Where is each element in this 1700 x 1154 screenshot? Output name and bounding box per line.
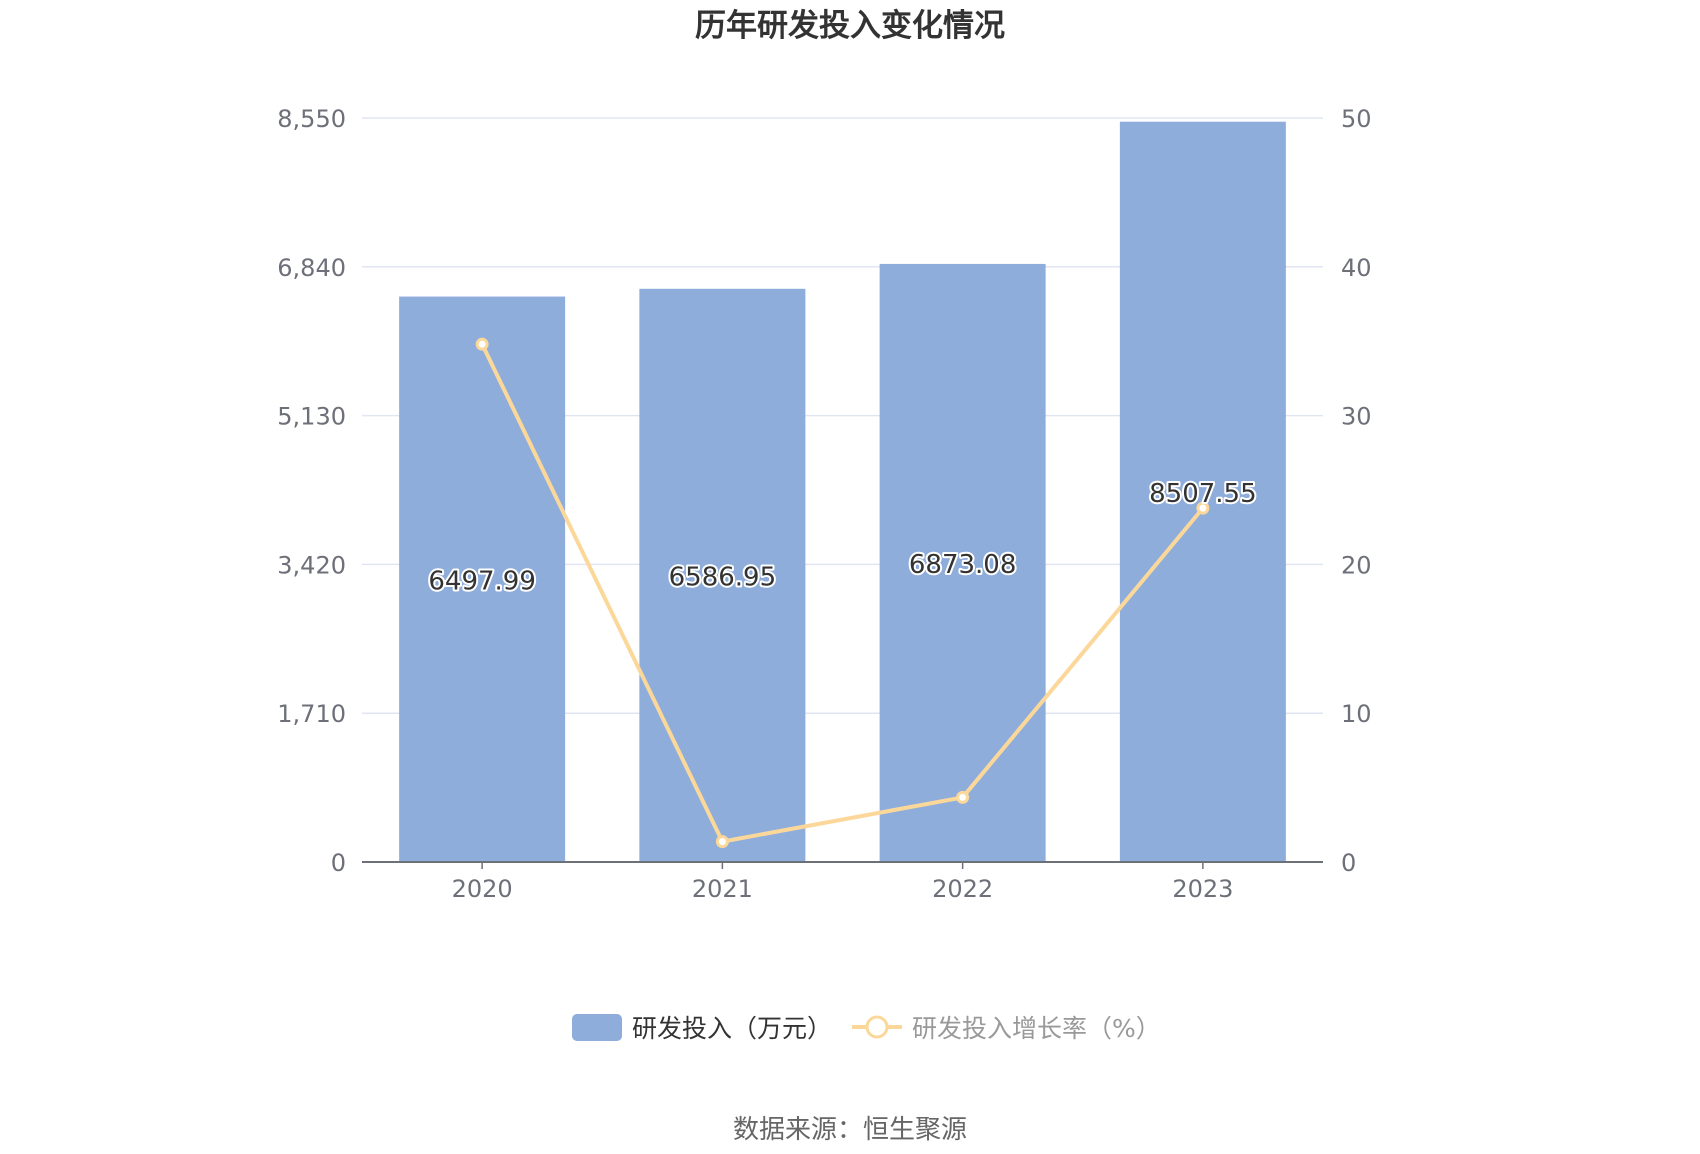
x-tick-label: 2022 xyxy=(932,875,993,903)
growth-rate-line xyxy=(480,343,1205,844)
y-left-tick-label: 8,550 xyxy=(277,105,346,133)
growth-rate-point-2023 xyxy=(1196,501,1210,515)
y-right-tick-label: 40 xyxy=(1341,254,1372,282)
x-tick-label: 2020 xyxy=(452,875,513,903)
bar-2020 xyxy=(399,296,566,862)
y-right-tick-label: 30 xyxy=(1341,403,1372,431)
bar-value-label: 6873.08 xyxy=(909,550,1017,580)
bar-value-label: 8507.55 xyxy=(1149,479,1257,509)
y-right-tick-label: 50 xyxy=(1341,105,1372,133)
y-right-tick-label: 0 xyxy=(1341,849,1356,877)
chart-title: 历年研发投入变化情况 xyxy=(695,8,1005,44)
bar-2023 xyxy=(1119,121,1286,862)
legend-bar-swatch xyxy=(572,1014,622,1041)
x-tick-label: 2021 xyxy=(692,875,753,903)
legend-item-line[interactable]: 研发投入增长率（%） xyxy=(852,1014,1161,1043)
growth-rate-point-2020 xyxy=(475,337,489,351)
y-left-tick-label: 1,710 xyxy=(277,700,346,728)
y-right-tick-label: 10 xyxy=(1341,700,1372,728)
y-right-tick-label: 20 xyxy=(1341,551,1372,579)
bar-value-label: 6586.95 xyxy=(669,562,777,592)
legend-label: 研发投入（万元） xyxy=(632,1014,832,1043)
growth-rate-point-2022 xyxy=(956,790,970,804)
bar-value-label: 6497.99 xyxy=(428,566,536,596)
legend-item-bar[interactable]: 研发投入（万元） xyxy=(572,1014,832,1043)
bar-2022 xyxy=(879,263,1046,862)
legend-label: 研发投入增长率（%） xyxy=(912,1014,1161,1043)
bar-2021 xyxy=(639,288,806,862)
y-left-tick-label: 3,420 xyxy=(277,551,346,579)
growth-rate-point-2021 xyxy=(715,835,729,849)
y-left-tick-label: 6,840 xyxy=(277,254,346,282)
legend-marker xyxy=(865,1015,889,1039)
source-note: 数据来源：恒生聚源 xyxy=(733,1115,967,1145)
y-left-tick-label: 5,130 xyxy=(277,403,346,431)
y-left-tick-label: 0 xyxy=(331,849,346,877)
x-tick-label: 2023 xyxy=(1172,875,1233,903)
